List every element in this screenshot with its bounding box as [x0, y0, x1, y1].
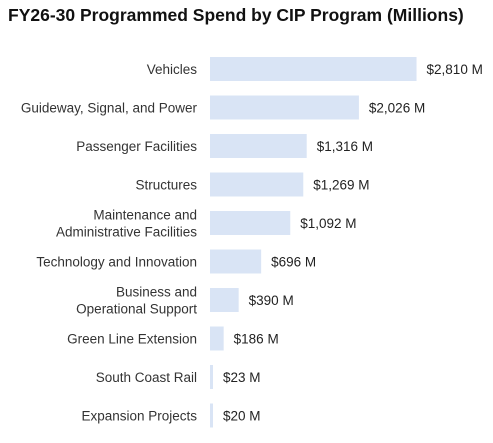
category-label-5: Technology and Innovation [36, 255, 197, 270]
value-label-3: $1,269 M [313, 178, 369, 193]
category-label-1: Guideway, Signal, and Power [21, 101, 198, 116]
bar-1 [210, 95, 359, 120]
value-label-4: $1,092 M [300, 216, 356, 231]
bar-5 [210, 249, 262, 274]
bar-9 [210, 403, 213, 428]
value-label-7: $186 M [234, 332, 279, 347]
category-label-6-line-0: Business and [116, 285, 197, 300]
value-label-8: $23 M [223, 370, 261, 385]
category-label-9: Expansion Projects [81, 409, 197, 424]
bar-2 [210, 134, 307, 158]
value-label-5: $696 M [271, 255, 316, 270]
bar-0 [210, 57, 417, 81]
category-label-4-line-1: Administrative Facilities [56, 225, 197, 240]
bar-8 [210, 365, 213, 389]
value-label-6: $390 M [249, 293, 294, 308]
category-label-8: South Coast Rail [96, 370, 197, 385]
category-label-7: Green Line Extension [67, 332, 197, 347]
value-label-0: $2,810 M [427, 62, 483, 77]
category-label-0: Vehicles [147, 62, 198, 77]
value-label-1: $2,026 M [369, 101, 425, 116]
category-label-4-line-0: Maintenance and [93, 208, 197, 223]
value-label-2: $1,316 M [317, 139, 373, 154]
bar-6 [210, 288, 239, 312]
category-label-3: Structures [135, 178, 197, 193]
category-label-6-line-1: Operational Support [76, 302, 197, 317]
value-label-9: $20 M [223, 409, 261, 424]
category-label-2: Passenger Facilities [76, 139, 197, 154]
bar-7 [210, 326, 224, 351]
bar-3 [210, 172, 304, 197]
bar-4 [210, 211, 291, 235]
chart-title: FY26-30 Programmed Spend by CIP Program … [8, 5, 464, 25]
